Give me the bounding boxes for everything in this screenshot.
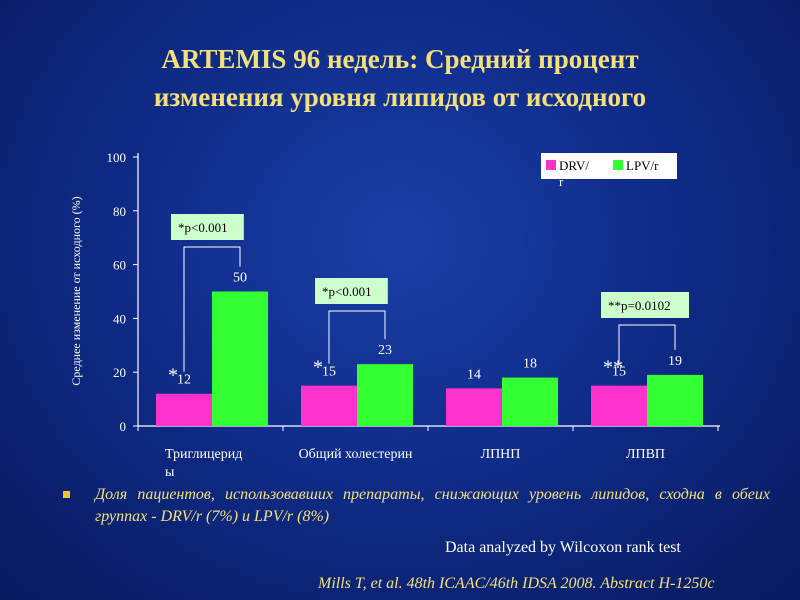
x-category-label: Триглицерид ы [165,447,242,480]
p-value-box [315,278,388,304]
legend-swatch [546,160,556,170]
bar-drv [156,393,212,426]
x-category-label: ЛПВП [626,447,665,462]
y-tick-label: 0 [120,419,127,434]
significance-bracket [183,246,241,372]
legend-label-line: r [559,174,564,189]
x-category-label-line: Общий холестерин [299,447,413,462]
legend-box [541,153,677,179]
legend-label: LPV/r [626,158,659,173]
significance-bracket [328,310,386,364]
y-tick-label: 40 [113,311,126,326]
p-value-label: *p<0.001 [178,220,228,235]
chart-labels: 12 50 Триглицерид ы 15 23 Общий холестерин 14 18… [165,271,682,481]
data-label: 15 [612,365,626,380]
bullet-square-icon [63,491,70,498]
title-line-2: изменения уровня липидов от исходного [153,82,647,112]
x-category-label-line: ЛПНП [481,447,521,462]
bar-drv [591,385,647,426]
p-value-box [171,214,244,240]
x-category-label-line: Триглицерид [165,447,242,462]
y-tick-label: 100 [107,150,127,165]
bar-lpv [212,291,268,426]
legend-label: DRV/r [559,158,589,189]
slide-title: ARTEMIS 96 недель: Средний процент измен… [0,40,800,116]
p-value-label: **p=0.0102 [608,298,671,313]
bullet-note: Доля пациентов, использовавших препараты… [63,484,770,528]
data-label: 23 [378,343,392,358]
x-category-label: Общий холестерин [299,447,413,462]
bar-chart: 0 20 40 60 80 100 Среднее изменение от исходно… [69,150,720,481]
data-label: 19 [668,354,682,369]
x-category-label-line: ы [165,465,175,480]
y-tick-label: 20 [113,365,126,380]
x-category-label: ЛПНП [481,447,521,462]
footnote-wilcoxon: Data analyzed by Wilcoxon rank test [445,539,681,556]
data-label: 50 [233,271,247,286]
significance-marker: * [313,357,323,379]
significance-marker: ** [603,357,623,379]
significance-marker: * [168,365,178,387]
y-tick-label: 60 [113,258,126,273]
title-line-1: ARTEMIS 96 недель: Средний процент [161,44,639,74]
x-category-label-line: ЛПВП [626,447,665,462]
bullet-text: Доля пациентов, использовавших препараты… [95,486,770,525]
legend-swatch [613,160,623,170]
bar-lpv [502,377,558,426]
chart-legend: DRV/r LPV/r [541,153,677,189]
p-value-box [601,292,689,318]
significance-bracket [618,324,676,364]
data-label: 15 [322,365,336,380]
citation: Mills T, et al. 48th ICAAC/46th IDSA 200… [318,575,715,592]
bar-drv [446,388,502,426]
y-axis-label: Среднее изменение от исходного (%) [69,196,83,385]
chart-bars [156,291,703,426]
legend-label-line: LPV/r [626,158,659,173]
bar-lpv [357,364,413,426]
bar-drv [301,385,357,426]
y-tick-label: 80 [113,204,126,219]
data-label: 18 [523,357,537,372]
legend-label-line: DRV/ [559,158,589,173]
data-label: 14 [467,367,481,382]
p-value-label: *p<0.001 [322,284,372,299]
bar-lpv [647,374,703,426]
significance-annotations: *p<0.001 * *p<0.001 * **p=0.0102 ** [168,214,689,387]
data-label: 12 [177,373,191,388]
chart-axes: 0 20 40 60 80 100 Среднее изменение от исходно… [69,150,720,434]
